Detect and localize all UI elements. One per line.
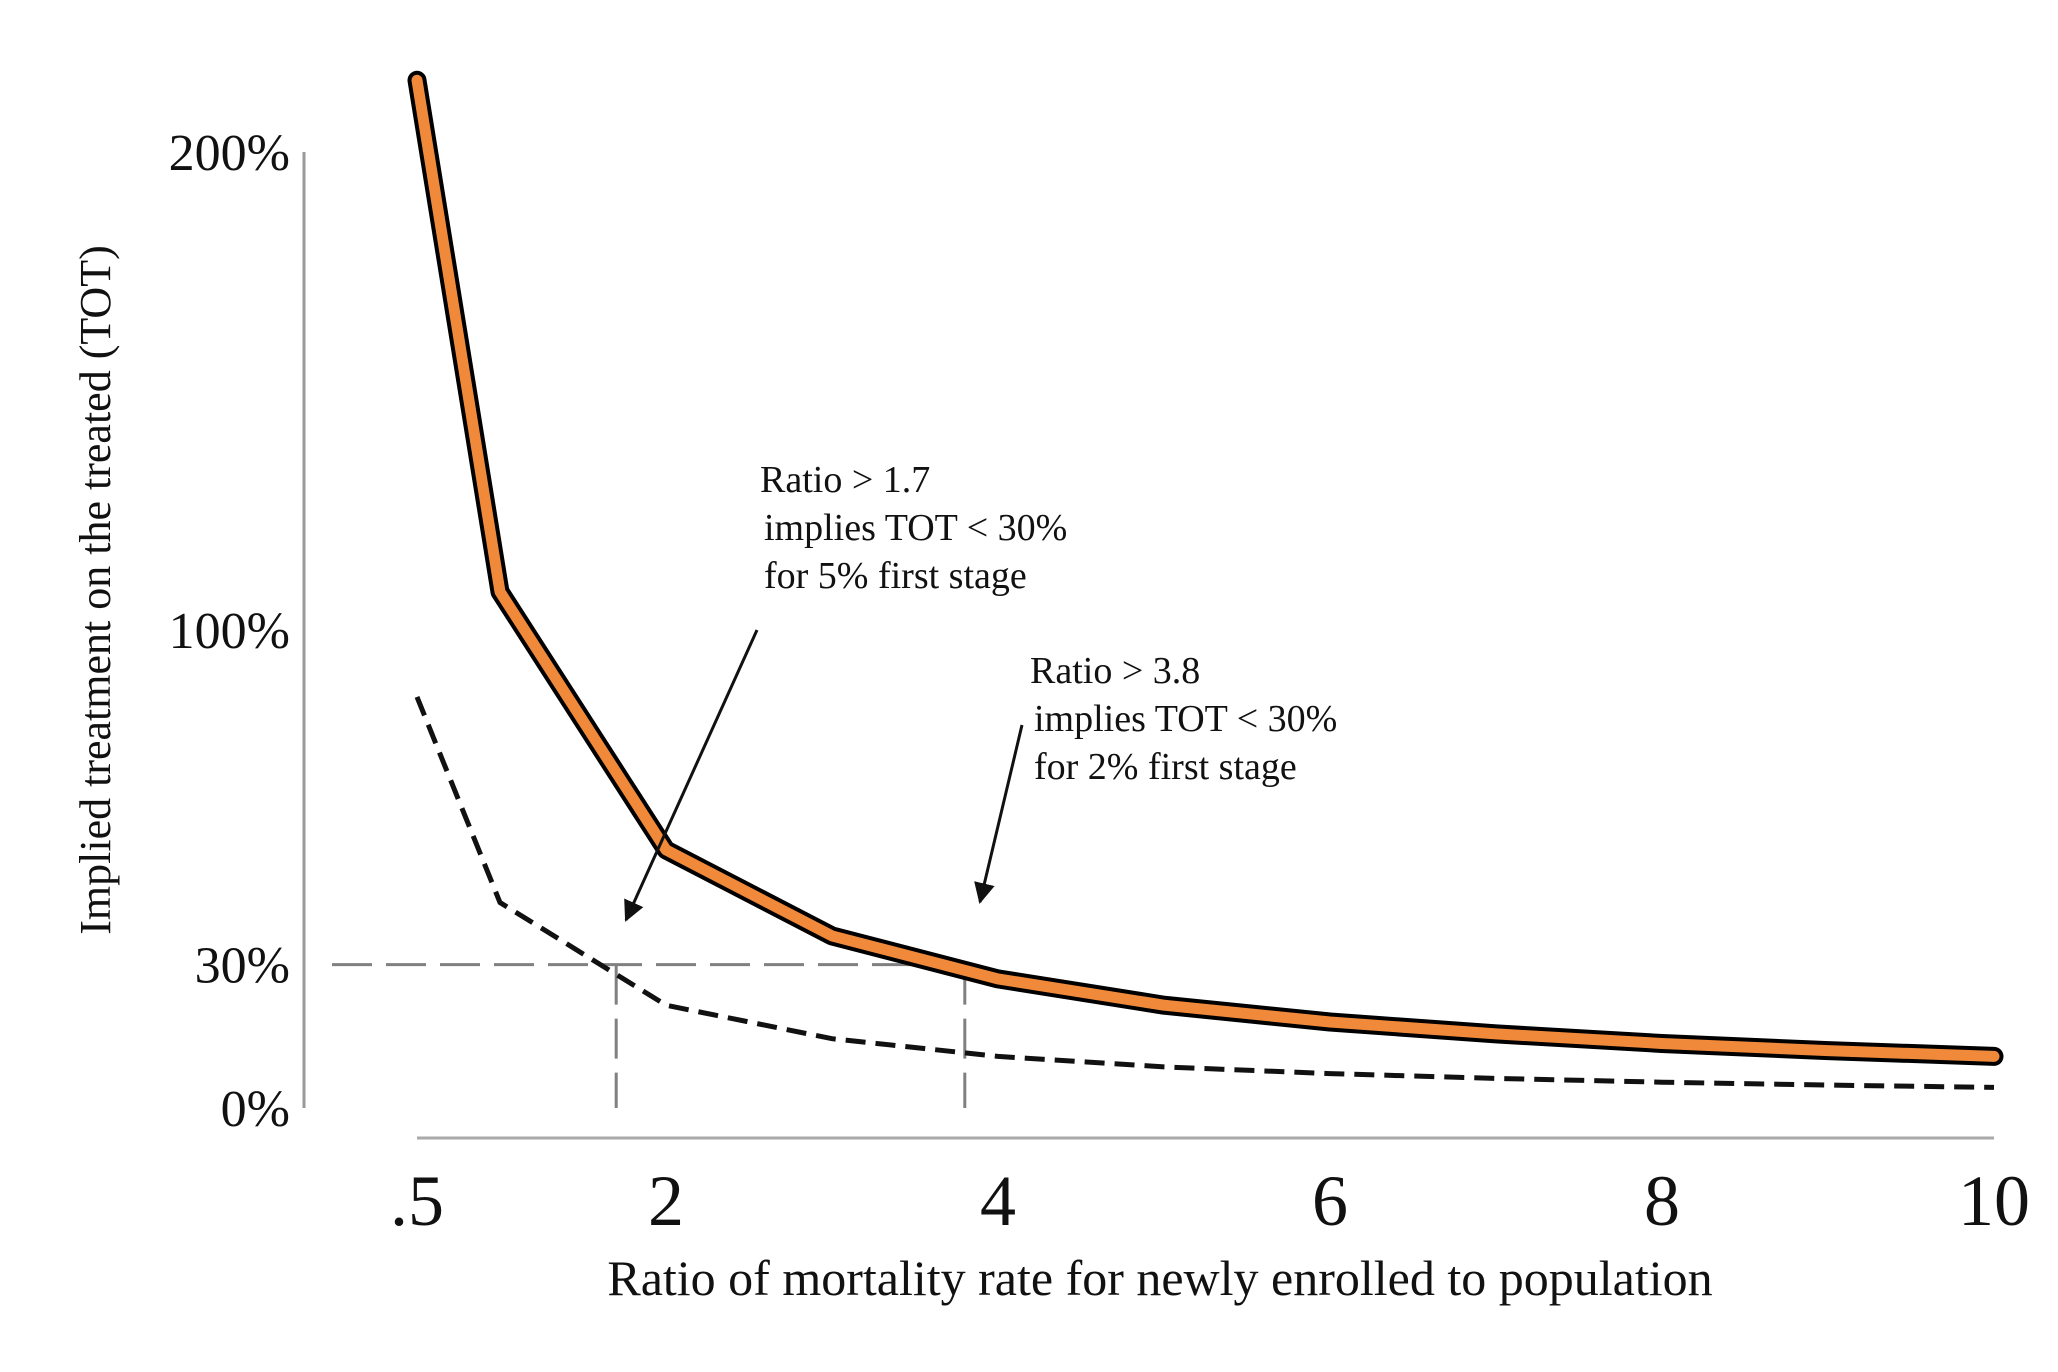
series-1-line xyxy=(411,74,2000,1062)
annotations: Ratio > 1.7 implies TOT < 30% for 5% first… xyxy=(624,459,1337,922)
annotation-2-line-3: for 2% first stage xyxy=(1034,746,1297,788)
annotation-1-line-2: implies TOT < 30% xyxy=(764,507,1067,549)
x-tick-label: 10 xyxy=(1958,1161,2030,1241)
x-tick-label: .5 xyxy=(390,1161,444,1241)
y-tick-label: 30% xyxy=(195,938,290,995)
annotation-2-line-1: Ratio > 3.8 xyxy=(1030,650,1200,692)
annotation-2-arrow xyxy=(974,724,1024,905)
series-2-point xyxy=(665,1004,667,1006)
y-tick-label: 100% xyxy=(169,603,290,660)
series-2-line xyxy=(414,695,1995,1090)
x-axis-title: Ratio of mortality rate for newly enroll… xyxy=(607,1250,1712,1306)
x-tick-label: 4 xyxy=(980,1161,1016,1241)
reference-lines xyxy=(332,963,967,1108)
tick-labels: 0% 30% 100% 200% .5 2 4 6 8 10 xyxy=(169,125,2030,1241)
series-2-point xyxy=(1827,1084,1829,1086)
x-tick-label: 8 xyxy=(1644,1161,1680,1241)
series-2-point xyxy=(1495,1077,1497,1079)
y-tick-label: 0% xyxy=(221,1081,290,1138)
annotation-1-line-3: for 5% first stage xyxy=(764,555,1027,597)
axes xyxy=(302,152,1994,1140)
y-tick-label: 200% xyxy=(169,125,290,182)
annotation-1-arrow xyxy=(624,629,759,922)
x-tick-label: 2 xyxy=(648,1161,684,1241)
series-group xyxy=(407,70,2004,1090)
x-tick-label: 6 xyxy=(1312,1161,1348,1241)
y-axis-title: Implied treatment on the treated (TOT) xyxy=(71,245,120,934)
annotation-2-line-2: implies TOT < 30% xyxy=(1034,698,1337,740)
annotation-1-line-1: Ratio > 1.7 xyxy=(760,459,930,501)
series-1-outline xyxy=(407,70,2004,1066)
